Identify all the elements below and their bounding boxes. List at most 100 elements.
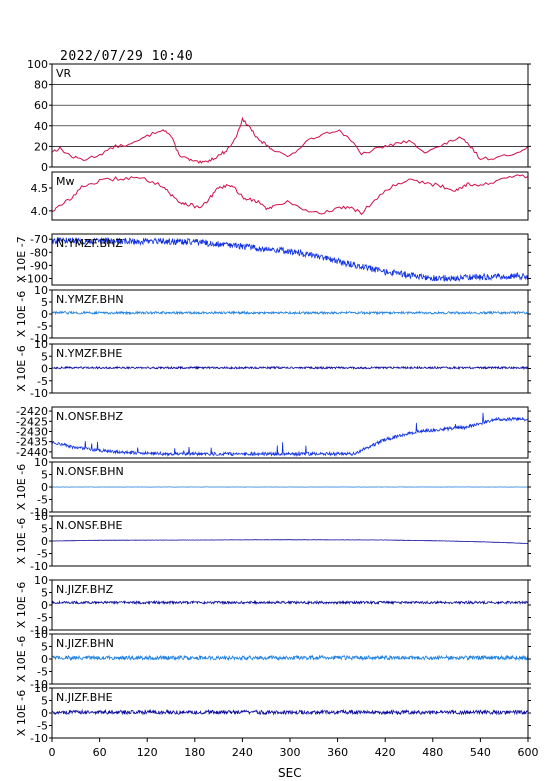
panel-jizf-bhz: [49, 579, 531, 631]
ytick-label-onsf-bhn-0: -10: [30, 506, 48, 519]
ytick-label-ymzf-bhe-3: 5: [41, 350, 48, 363]
unit-label-jizf-bhz: X 10E -6: [15, 582, 28, 628]
ytick-label-onsf-bhe-1: -5: [37, 548, 48, 561]
channel-label-onsf-bhz: N.ONSF.BHZ: [56, 410, 123, 423]
ytick-label-jizf-bhn-2: 0: [41, 653, 48, 666]
channel-label-onsf-bhe: N.ONSF.BHE: [56, 519, 122, 532]
xtick-label-2: 120: [137, 746, 158, 759]
panel-mw: [49, 171, 531, 221]
ytick-label-onsf-bhe-3: 5: [41, 523, 48, 536]
ytick-label-ymzf-bhe-1: -5: [37, 375, 48, 388]
plot-timestamp: 2022/07/29 10:40: [60, 49, 194, 64]
frame-jizf-bhz: [51, 579, 529, 631]
xtick-label-8: 480: [422, 746, 443, 759]
xtick-label-7: 420: [375, 746, 396, 759]
xtick-label-5: 300: [280, 746, 301, 759]
channel-label-onsf-bhn: N.ONSF.BHN: [56, 465, 124, 478]
ytick-label-ymzf-bhn-2: 0: [41, 308, 48, 321]
channel-label-jizf-bhz: N.JIZF.BHZ: [56, 583, 114, 596]
trace-onsf-bhe: [51, 539, 529, 544]
unit-label-onsf-bhn: X 10E -6: [15, 464, 28, 510]
frame-onsf-bhe: [51, 515, 529, 567]
ytick-label-jizf-bhn-1: -5: [37, 666, 48, 679]
frame-onsf-bhz: [51, 406, 529, 459]
ytick-label-onsf-bhz-2: -2430: [16, 425, 48, 438]
ytick-label-mw-1: 4.5: [31, 182, 49, 195]
panel-ymzf-bhn: [49, 289, 531, 339]
ytick-label-ymzf-bhe-4: 10: [34, 338, 48, 351]
ytick-label-jizf-bhz-4: 10: [34, 574, 48, 587]
xtick-label-10: 600: [518, 746, 539, 759]
trace-ymzf-bhz: [51, 236, 529, 283]
ytick-label-jizf-bhn-4: 10: [34, 628, 48, 641]
unit-label-ymzf-bhz: X 10E -7: [15, 236, 28, 282]
ytick-label-onsf-bhz-1: -2425: [16, 415, 48, 428]
ytick-label-ymzf-bhn-0: -10: [30, 332, 48, 345]
ytick-label-onsf-bhz-0: -2420: [16, 405, 48, 418]
trace-jizf-bhe: [52, 708, 529, 716]
ytick-label-onsf-bhz-3: -2435: [16, 436, 48, 449]
ytick-label-vr-1: 20: [34, 140, 48, 153]
channel-label-jizf-bhe: N.JIZF.BHE: [56, 691, 113, 704]
xtick-label-3: 180: [184, 746, 205, 759]
panel-ymzf-bhz: [49, 233, 531, 286]
channel-label-ymzf-bhe: N.YMZF.BHE: [56, 347, 122, 360]
ytick-label-jizf-bhe-2: 0: [41, 707, 48, 720]
unit-label-ymzf-bhn: X 10E -6: [15, 291, 28, 337]
panel-onsf-bhz: [49, 406, 531, 459]
xtick-label-6: 360: [327, 746, 348, 759]
channel-label-ymzf-bhn: N.YMZF.BHN: [56, 293, 124, 306]
ytick-label-onsf-bhe-0: -10: [30, 560, 48, 573]
ytick-label-ymzf-bhz-3: -100: [23, 272, 48, 285]
ytick-label-onsf-bhn-1: -5: [37, 494, 48, 507]
ytick-label-jizf-bhe-0: -10: [30, 732, 48, 745]
channel-label-vr: VR: [56, 67, 72, 80]
ytick-label-ymzf-bhn-3: 5: [41, 296, 48, 309]
unit-label-jizf-bhe: X 10E -6: [15, 690, 28, 736]
panel-ymzf-bhe: [49, 343, 531, 394]
ytick-label-vr-5: 100: [27, 58, 48, 71]
trace-onsf-bhz: [51, 412, 529, 458]
xtick-label-4: 240: [232, 746, 253, 759]
unit-label-onsf-bhe: X 10E -6: [15, 518, 28, 564]
ytick-label-onsf-bhn-3: 5: [41, 469, 48, 482]
ytick-label-jizf-bhe-3: 5: [41, 695, 48, 708]
panel-onsf-bhe: [49, 515, 531, 567]
xtick-label-0: 0: [49, 746, 56, 759]
ytick-label-ymzf-bhz-1: -80: [30, 246, 48, 259]
ytick-label-ymzf-bhz-2: -90: [30, 259, 48, 272]
ytick-label-jizf-bhz-3: 5: [41, 587, 48, 600]
trace-jizf-bhn: [51, 654, 529, 662]
channel-label-mw: Mw: [56, 175, 75, 188]
x-axis-label: SEC: [278, 766, 302, 780]
ytick-label-ymzf-bhe-2: 0: [41, 363, 48, 376]
ytick-label-vr-4: 80: [34, 79, 48, 92]
panel-vr: [49, 63, 531, 168]
ytick-label-mw-0: 4.0: [31, 205, 49, 218]
ytick-label-vr-2: 40: [34, 120, 48, 133]
ytick-label-ymzf-bhn-4: 10: [34, 284, 48, 297]
ytick-label-jizf-bhz-0: -10: [30, 624, 48, 637]
unit-label-ymzf-bhe: X 10E -6: [15, 345, 28, 391]
ytick-label-jizf-bhn-0: -10: [30, 678, 48, 691]
ytick-label-vr-0: 0: [41, 161, 48, 174]
frame-ymzf-bhe: [51, 343, 529, 394]
trace-ymzf-bhn: [51, 310, 529, 316]
frame-onsf-bhn: [51, 461, 529, 513]
trace-ymzf-bhe: [52, 365, 529, 371]
frame-ymzf-bhz: [51, 233, 529, 286]
ytick-label-jizf-bhe-4: 10: [34, 682, 48, 695]
frame-jizf-bhn: [51, 633, 529, 685]
frame-ymzf-bhn: [51, 289, 529, 339]
ytick-label-onsf-bhz-4: -2440: [16, 446, 48, 459]
ytick-label-onsf-bhe-4: 10: [34, 510, 48, 523]
ytick-label-ymzf-bhe-0: -10: [30, 387, 48, 400]
ytick-label-jizf-bhz-1: -5: [37, 612, 48, 625]
channel-label-ymzf-bhz: N.YMZF.BHZ: [56, 237, 123, 250]
xtick-label-9: 540: [470, 746, 491, 759]
ytick-label-onsf-bhe-2: 0: [41, 535, 48, 548]
ytick-label-jizf-bhe-1: -5: [37, 720, 48, 733]
ytick-label-jizf-bhn-3: 5: [41, 641, 48, 654]
unit-label-jizf-bhn: X 10E -6: [15, 636, 28, 682]
